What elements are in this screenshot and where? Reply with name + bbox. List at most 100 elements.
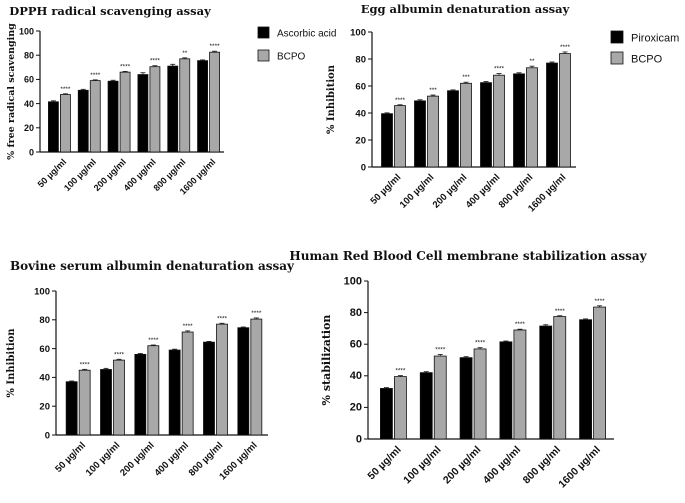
y-tick-label: 20	[355, 135, 366, 146]
y-tick-label: 100	[350, 27, 366, 38]
chart-legend: Ascorbic acid BCPO	[257, 26, 336, 63]
bar-bcpo	[250, 318, 263, 436]
chart-legend: Piroxicam BCPO	[610, 30, 679, 66]
significance-label: ****	[60, 86, 71, 93]
bar-reference	[203, 341, 215, 436]
significance-label: ****	[80, 361, 91, 368]
bar-reference	[579, 319, 592, 440]
significance-label: ****	[494, 66, 505, 73]
bar-bcpo	[209, 51, 220, 153]
bar-reference	[380, 388, 393, 440]
x-tick-label: 100 µg/ml	[398, 172, 437, 211]
bar-bcpo	[427, 95, 439, 168]
bar-reference	[77, 89, 89, 153]
chart-title: Egg albumin denaturation assay	[361, 2, 570, 16]
bar-reference	[137, 74, 149, 153]
x-tick-label: 400 µg/ml	[464, 172, 503, 211]
bar-bcpo	[147, 345, 160, 436]
legend-label: Ascorbic acid	[277, 29, 336, 40]
significance-label: ****	[475, 340, 486, 347]
y-tick-label: 20	[350, 402, 362, 414]
significance-label: ***	[462, 74, 470, 81]
bar-reference	[499, 341, 513, 440]
bar-bcpo	[460, 82, 472, 168]
significance-label: ****	[435, 346, 446, 353]
chart-panel-1: DPPH radical scavenging assay % free radi…	[6, 4, 336, 197]
bar-reference	[134, 353, 147, 436]
bar-bcpo	[593, 306, 606, 440]
y-tick-label: 40	[350, 370, 362, 382]
significance-label: ****	[395, 368, 406, 375]
bar-reference	[480, 82, 492, 168]
y-tick-label: 60	[39, 344, 50, 355]
y-tick-label: 20	[24, 123, 34, 133]
bar-bcpo	[433, 355, 447, 440]
y-tick-label: 20	[39, 402, 50, 413]
x-tick-label: 100 µg/ml	[401, 444, 444, 487]
y-tick-label: 80	[24, 51, 34, 61]
x-tick-label: 100 µg/ml	[84, 440, 123, 479]
bar-reference	[167, 65, 179, 153]
significance-label: ****	[251, 310, 262, 317]
legend-swatch	[257, 49, 270, 62]
bar-bcpo	[179, 58, 191, 153]
bar-bcpo	[553, 316, 567, 440]
bar-reference	[539, 325, 553, 440]
significance-label: ****	[210, 43, 221, 50]
legend-label: Piroxicam	[631, 33, 679, 45]
y-axis-label: % stabilization	[320, 315, 333, 406]
bar-reference	[419, 372, 433, 440]
bar-reference	[168, 349, 181, 436]
y-tick-label: 80	[350, 307, 362, 319]
bar-bcpo	[493, 74, 505, 168]
x-tick-label: 400 µg/ml	[152, 440, 191, 479]
y-tick-label: 40	[39, 373, 50, 384]
significance-label: ****	[150, 58, 161, 65]
significance-label: ****	[120, 63, 131, 70]
bar-reference	[107, 80, 119, 153]
y-tick-label: 100	[34, 286, 50, 297]
bar-bcpo	[559, 53, 571, 168]
y-axis-label: % Inhibition	[326, 64, 337, 134]
bar-bcpo	[78, 369, 91, 436]
significance-label: **	[529, 58, 535, 65]
y-tick-label: 0	[356, 433, 362, 445]
significance-label: ****	[90, 72, 101, 79]
bar-reference	[414, 100, 426, 168]
significance-label: ****	[183, 323, 194, 330]
bar-bcpo	[89, 80, 101, 153]
significance-label: ****	[114, 351, 125, 358]
y-tick-label: 0	[361, 162, 366, 173]
x-tick-label: 200 µg/ml	[118, 440, 157, 479]
y-tick-label: 0	[29, 147, 34, 157]
chart-panel-2: Egg albumin denaturation assay % Inhibiti…	[326, 2, 679, 214]
bar-bcpo	[513, 329, 527, 440]
y-tick-label: 80	[355, 54, 366, 65]
bar-reference	[447, 90, 459, 168]
bar-reference	[381, 113, 393, 168]
bar-reference	[65, 381, 78, 436]
legend-label: BCPO	[277, 52, 306, 63]
y-tick-label: 100	[344, 275, 362, 287]
significance-label: ****	[560, 44, 571, 51]
y-axis-label: % free radical scavenging	[6, 23, 17, 160]
x-tick-label: 400 µg/ml	[481, 444, 524, 487]
chart-title: DPPH radical scavenging assay	[9, 4, 211, 18]
significance-label: ****	[555, 308, 566, 315]
bar-reference	[48, 101, 59, 153]
bar-bcpo	[394, 105, 406, 168]
bar-bcpo	[216, 323, 228, 436]
bar-bcpo	[473, 348, 487, 440]
bar-reference	[100, 369, 112, 436]
significance-label: ****	[515, 321, 526, 328]
x-tick-label: 50 µg/ml	[53, 440, 88, 475]
bar-reference	[459, 357, 473, 440]
y-tick-label: 60	[24, 75, 34, 85]
bar-bcpo	[119, 71, 131, 153]
legend-swatch	[257, 26, 270, 39]
legend-label: BCPO	[631, 54, 663, 66]
y-tick-label: 0	[45, 430, 50, 441]
bar-reference	[513, 73, 525, 168]
bar-reference	[237, 327, 250, 436]
bar-bcpo	[113, 359, 125, 436]
